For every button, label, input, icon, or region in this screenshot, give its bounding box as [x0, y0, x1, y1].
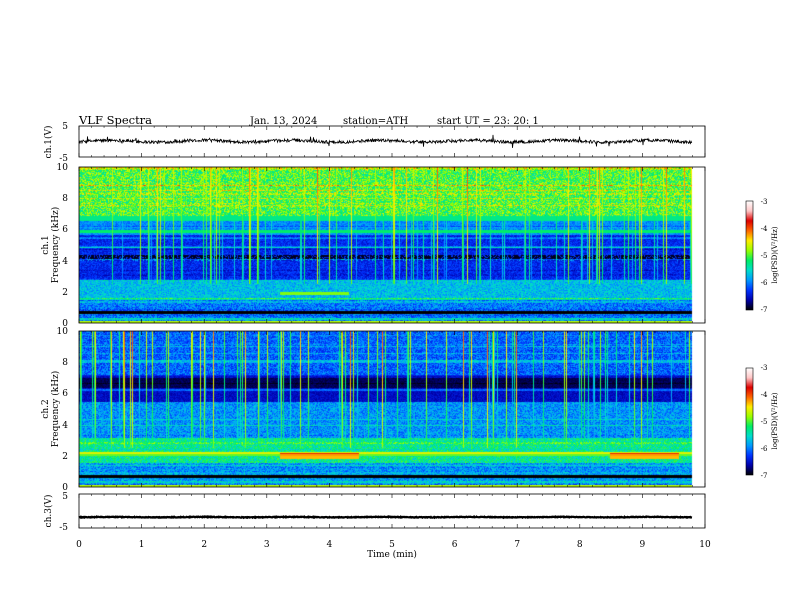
ch3-waveform-panel: 5 -5 ch.3(V): [43, 492, 706, 533]
ch1-ytick-0: 0: [62, 319, 68, 329]
ch1-waveform-panel: 5 -5 ch.1(V): [43, 122, 706, 164]
time-axis-label: Time (min): [367, 549, 417, 560]
ch2-ytick-6: 6: [62, 389, 68, 399]
ch2-colorbar-tick-6: -6: [761, 445, 768, 453]
ch2-colorbar-tick-7: -7: [761, 472, 768, 480]
x-tick-label: 6: [452, 540, 458, 550]
ch1-ytick-4: 4: [62, 257, 68, 267]
ch2-spectrogram-panel: 10 8 6 4 2 0 ch.2 Frequency (kHz): [41, 327, 706, 493]
ch1-ytick-2: 2: [62, 288, 68, 298]
x-tick-label: 4: [327, 540, 333, 550]
ch2-spectrogram-ylabel-channel: ch.2: [41, 399, 51, 418]
ch3-ytick-top: 5: [62, 492, 68, 502]
ch1-colorbar-tick-7: -7: [761, 306, 768, 314]
date-label: Jan. 13, 2024: [249, 116, 317, 127]
ch1-colorbar: -3 -4 -5 -6 -7 log(PSD)(V²/Hz): [745, 198, 779, 314]
x-tick-label: 0: [76, 540, 82, 550]
ch1-colorbar-gradient: [746, 201, 753, 310]
station-label: station=ATH: [343, 116, 409, 127]
ch2-ytick-8: 8: [62, 358, 68, 368]
ch2-colorbar-tick-4: -4: [761, 391, 768, 399]
ch1-spectrogram-ylabel-channel: ch.1: [41, 235, 51, 254]
x-tick-label: 10: [699, 540, 711, 550]
x-tick-label: 9: [640, 540, 646, 550]
ch1-ytick-top: 5: [62, 122, 68, 132]
x-tick-label: 8: [577, 540, 583, 550]
start-ut-label: start UT = 23: 20: 1: [437, 116, 539, 127]
ch1-waveform-ylabel: ch.1(V): [43, 126, 54, 159]
ch3-waveform-trace: [78, 514, 693, 520]
ch1-colorbar-tick-5: -5: [761, 252, 768, 260]
x-tick-label: 3: [264, 540, 270, 550]
ch1-colorbar-tick-3: -3: [761, 198, 768, 206]
ch2-ytick-0: 0: [62, 483, 68, 493]
ch2-colorbar-tick-5: -5: [761, 418, 768, 426]
figure-title: VLF Spectra: [78, 113, 152, 127]
x-tick-label: 5: [389, 540, 395, 550]
ch2-colorbar-tick-3: -3: [761, 364, 768, 372]
ch1-ytick-6: 6: [62, 225, 68, 235]
ch1-ytick-10: 10: [57, 163, 69, 173]
ch2-spectrogram-image: [79, 331, 705, 487]
x-tick-label: 7: [514, 540, 520, 550]
ch1-colorbar-label: log(PSD)(V²/Hz): [771, 226, 779, 283]
ch2-ytick-4: 4: [62, 421, 68, 431]
ch1-spectrogram-ylabel-frequency: Frequency (kHz): [50, 207, 61, 284]
ch1-spectrogram-image: [79, 167, 705, 323]
time-axis: 0 1 2 3 4 5 6 7 8 9 10: [76, 126, 711, 550]
ch1-ytick-bottom: -5: [59, 154, 68, 164]
ch2-ytick-2: 2: [62, 452, 68, 462]
x-tick-label: 2: [201, 540, 207, 550]
ch1-colorbar-tick-6: -6: [761, 279, 768, 287]
ch2-spectrogram-ylabel-frequency: Frequency (kHz): [50, 371, 61, 448]
ch1-waveform-trace: [78, 134, 693, 148]
ch1-spectrogram-panel: 10 8 6 4 2 0 ch.1 Frequency (kHz): [41, 163, 706, 329]
ch1-colorbar-tick-4: -4: [761, 225, 768, 233]
ch2-colorbar-label: log(PSD)(V²/Hz): [771, 392, 779, 449]
ch3-waveform-ylabel: ch.3(V): [43, 495, 54, 528]
ch1-ytick-8: 8: [62, 194, 68, 204]
ch2-colorbar: -3 -4 -5 -6 -7 log(PSD)(V²/Hz): [745, 364, 779, 480]
ch2-colorbar-gradient: [746, 368, 753, 475]
ch2-ytick-10: 10: [57, 327, 69, 337]
x-tick-label: 1: [139, 540, 145, 550]
ch3-ytick-bottom: -5: [59, 523, 68, 533]
